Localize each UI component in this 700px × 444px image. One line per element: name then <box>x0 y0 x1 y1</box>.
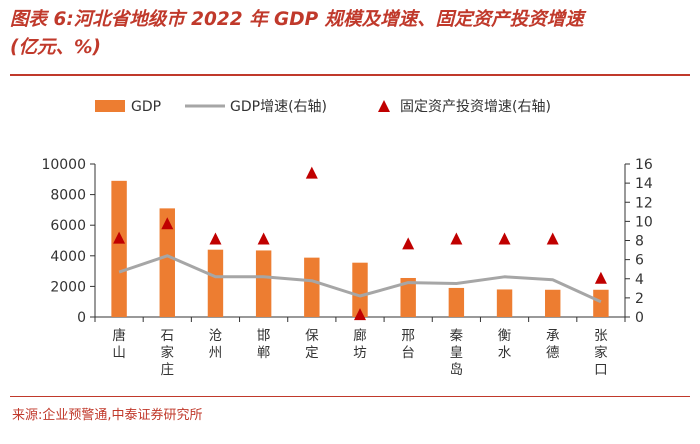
category-label: 沧州 <box>209 327 223 361</box>
left-axis-tick-label: 4000 <box>50 249 86 265</box>
right-axis-tick-label: 2 <box>635 291 644 307</box>
gdp-bar <box>207 249 224 317</box>
gdp-bar <box>593 289 609 317</box>
category-label: 唐山 <box>112 327 126 361</box>
legend-gdp-label: GDP <box>131 99 161 115</box>
left-axis-tick-label: 2000 <box>50 279 86 295</box>
investment-growth-marker <box>546 232 559 245</box>
gdp-bar <box>255 250 272 317</box>
left-axis-tick-label: 6000 <box>50 218 86 234</box>
chart: GDP GDP增速(右轴) 固定资产投资增速(右轴) 0 2000 4000 6000… <box>41 99 652 378</box>
left-axis-tick-label: 0 <box>77 310 86 326</box>
investment-growth-marker <box>305 166 318 179</box>
source-divider <box>10 396 690 397</box>
investment-growth-marker <box>354 308 366 321</box>
legend-investment-label: 固定资产投资增速(右轴) <box>400 99 551 115</box>
gdp-bar <box>496 289 513 317</box>
gdp-bar <box>352 262 368 317</box>
right-axis-tick-label: 0 <box>635 310 644 326</box>
right-axis-tick-label: 16 <box>635 157 653 173</box>
investment-growth-marker <box>257 232 270 245</box>
plot-area: 0 2000 4000 6000 8000 10000 0 2 4 6 8 10 12 14 16 唐山 石家庄… <box>41 157 652 378</box>
gdp-bar <box>400 277 416 317</box>
left-axis-tick-label: 10000 <box>41 157 86 173</box>
gdp-bar <box>448 287 465 317</box>
gdp-bar <box>111 180 127 317</box>
category-label: 衡水 <box>498 328 512 361</box>
right-axis-tick-label: 10 <box>635 214 653 230</box>
category-label: 秦皇岛 <box>450 328 464 378</box>
investment-growth-marker <box>209 232 222 245</box>
legend-gdp-swatch <box>95 100 125 112</box>
title-divider <box>10 74 690 76</box>
right-axis-tick-label: 4 <box>635 272 644 288</box>
right-axis-tick-label: 6 <box>635 253 644 269</box>
investment-growth-marker <box>113 231 126 244</box>
gdp-bar <box>159 208 175 317</box>
category-label: 张家口 <box>594 328 608 378</box>
source-note: 来源:企业预警通,中泰证券研究所 <box>12 408 203 423</box>
left-axis-tick-label: 8000 <box>50 188 86 204</box>
category-label: 邯郸 <box>257 328 271 361</box>
category-label: 廊坊 <box>353 327 367 361</box>
category-label: 承德 <box>546 328 560 361</box>
gdp-bar <box>545 289 561 317</box>
right-axis-tick-label: 8 <box>635 234 644 250</box>
investment-growth-marker <box>594 271 607 284</box>
investment-growth-marker <box>402 237 415 250</box>
title-line-2: (亿元、%) <box>10 37 101 58</box>
chart-title: 图表 6:河北省地级市 2022 年 GDP 规模及增速、固定资产投资增速 (亿… <box>10 6 690 62</box>
right-axis-tick-label: 14 <box>635 176 653 192</box>
category-label: 邢台 <box>401 328 415 361</box>
right-axis-tick-label: 12 <box>635 195 653 211</box>
category-label: 保定 <box>305 328 319 361</box>
legend-investment-swatch <box>378 100 390 112</box>
investment-growth-marker <box>450 232 463 245</box>
gdp-bar <box>304 257 320 317</box>
legend-growth-label: GDP增速(右轴) <box>230 99 327 115</box>
category-label: 石家庄 <box>161 328 175 378</box>
legend: GDP GDP增速(右轴) 固定资产投资增速(右轴) <box>95 99 551 115</box>
investment-growth-marker <box>161 217 174 230</box>
title-line-1: 图表 6:河北省地级市 2022 年 GDP 规模及增速、固定资产投资增速 <box>10 9 584 30</box>
investment-growth-marker <box>498 232 511 245</box>
